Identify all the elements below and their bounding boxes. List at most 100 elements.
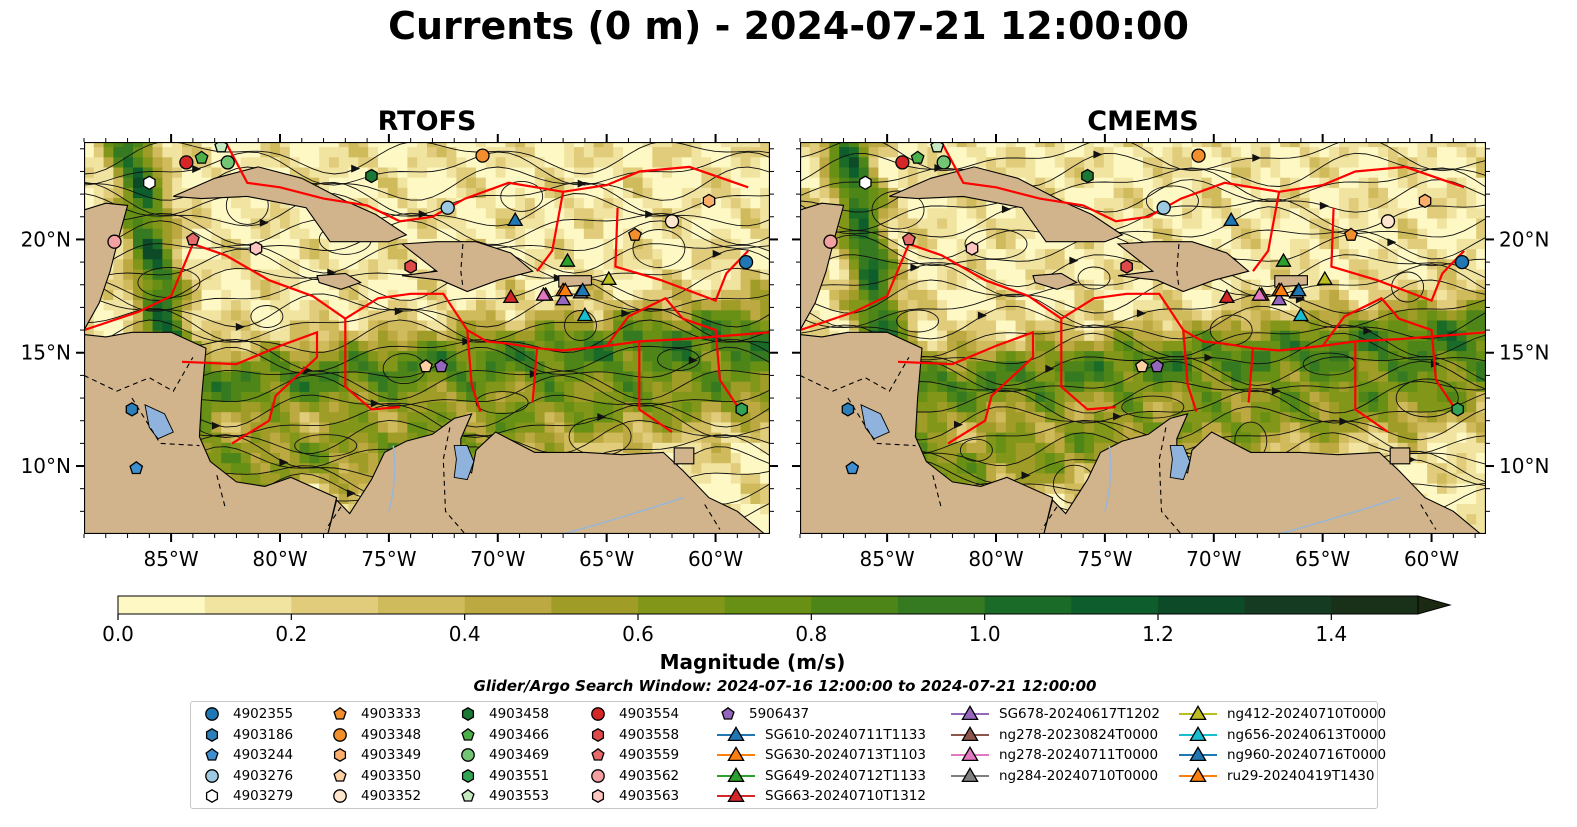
- legend-symbol: [1189, 746, 1207, 762]
- legend-marker: [333, 748, 347, 762]
- legend-marker: [951, 725, 989, 741]
- legend-item: 4903551: [457, 766, 549, 786]
- marker-ng960-20240716T0000: [574, 282, 591, 297]
- legend-symbol: [333, 748, 347, 762]
- legend: 4902355 4903186 4903244 4903276 4903279 49033…: [190, 701, 1386, 809]
- legend-item: 4903554: [587, 704, 679, 724]
- colorbar-label: Magnitude (m/s): [659, 650, 846, 674]
- legend-symbol: [727, 787, 745, 803]
- y-tick-label: 10°N: [21, 454, 71, 478]
- x-tick-label: 70°W: [470, 547, 525, 571]
- float-glider-markers: [823, 142, 1470, 475]
- legend-label: SG663-20240710T1312: [765, 788, 926, 804]
- legend-marker: [461, 788, 475, 802]
- x-tick-label: 85°W: [143, 547, 198, 571]
- marker-4903458: [365, 168, 378, 184]
- colorbar-segment: [204, 596, 292, 614]
- colorbar-frame: [117, 595, 1419, 615]
- marker-4903553: [930, 142, 945, 153]
- marker-SG649-20240712T1133: [1275, 252, 1292, 267]
- legend-item: 4903558: [587, 725, 679, 745]
- legend-label: ng278-20230824T0000: [999, 726, 1159, 743]
- x-tick-label: 80°W: [968, 547, 1023, 571]
- eddy-streamline: [1077, 266, 1111, 290]
- colorbar-segment: [811, 596, 899, 614]
- eddy-streamline: [475, 391, 529, 415]
- legend-item: SG630-20240713T1103: [717, 745, 926, 765]
- eddy-streamline: [1391, 271, 1425, 303]
- y-tick-label: 15°N: [21, 341, 71, 365]
- legend-label: 4903333: [361, 706, 422, 722]
- legend-label: 4903458: [489, 706, 550, 722]
- marker-ng960-20240716T0000: [1290, 282, 1307, 297]
- marker-SG610-20240711T1133: [507, 211, 524, 227]
- marker-4903350: [1134, 358, 1149, 373]
- eddy-streamline: [896, 309, 940, 333]
- legend-marker: [333, 727, 347, 742]
- river: [1104, 445, 1112, 512]
- legend-item: 4903186: [201, 725, 293, 745]
- legend-item: 4903562: [587, 766, 679, 786]
- marker-4903349: [1418, 193, 1432, 209]
- legend-symbol: [333, 706, 347, 720]
- marker-4903333: [1344, 227, 1358, 241]
- eez-boundaries: [84, 142, 770, 445]
- legend-symbol: [1189, 766, 1207, 782]
- eddy-streamline: [632, 229, 686, 268]
- colorbar-segment: [1071, 596, 1159, 614]
- legend-marker: [591, 727, 605, 742]
- colorbar-tick-label: 1.2: [1142, 622, 1174, 646]
- legend-marker: [461, 768, 475, 783]
- marker-4903466: [910, 150, 925, 164]
- marker-4903469: [220, 155, 235, 170]
- marker-4903562: [107, 234, 122, 249]
- legend-symbol: [461, 788, 475, 802]
- legend-marker: [717, 746, 755, 762]
- legend-label: 4903276: [233, 767, 294, 784]
- legend-marker: [1179, 746, 1217, 762]
- marker-4903563: [965, 241, 979, 256]
- legend-label: ru29-20240419T1430: [1227, 767, 1375, 784]
- eddy-streamline: [1145, 185, 1199, 217]
- legend-item: 4903276: [201, 766, 293, 786]
- legend-label: 4903350: [361, 767, 422, 784]
- marker-4903352: [664, 214, 680, 229]
- x-tick-label: 75°W: [1077, 547, 1132, 571]
- legend-marker: [721, 706, 735, 720]
- country-border: [325, 506, 342, 530]
- colorbar-segment: [118, 596, 206, 614]
- legend-label: 4903466: [489, 726, 550, 743]
- marker-4903244: [129, 460, 144, 475]
- marker-SG678-20240617T1202: [1270, 291, 1288, 306]
- legend-label: 4903469: [489, 747, 550, 763]
- land: [800, 142, 1486, 534]
- eddy-streamline: [959, 438, 993, 462]
- country-border: [800, 357, 910, 392]
- marker-5906437: [434, 358, 449, 373]
- legend-marker: [1179, 705, 1217, 721]
- legend-label: 4903186: [233, 726, 294, 743]
- legend-label: ng284-20240710T0000: [999, 767, 1159, 784]
- marker-4903276: [1156, 200, 1171, 215]
- legend-marker: [1179, 725, 1217, 741]
- legend-item: ng412-20240710T0000: [1179, 704, 1386, 724]
- legend-symbol: [721, 706, 735, 720]
- eddy-streamline: [964, 228, 1028, 260]
- x-tick-label: 65°W: [579, 547, 634, 571]
- marker-4903350: [418, 358, 433, 373]
- legend-marker: [591, 768, 605, 783]
- marker-4903558: [1120, 259, 1133, 274]
- legend-marker: [1179, 766, 1217, 782]
- search-window-caption: Glider/Argo Search Window: 2024-07-16 12…: [473, 677, 1097, 695]
- legend-marker: [591, 747, 605, 761]
- legend-item: SG678-20240617T1202: [951, 704, 1160, 724]
- legend-item: ng278-20240711T0000: [951, 745, 1158, 765]
- marker-4903563: [249, 241, 263, 256]
- legend-label: SG649-20240712T1133: [765, 767, 926, 784]
- marker-ng656-20240613T0000: [1292, 306, 1310, 322]
- river: [388, 445, 396, 512]
- legend-symbol: [205, 747, 219, 761]
- marker-4903186: [125, 402, 139, 417]
- legend-marker: [461, 748, 475, 762]
- x-tick-label: 70°W: [1186, 547, 1241, 571]
